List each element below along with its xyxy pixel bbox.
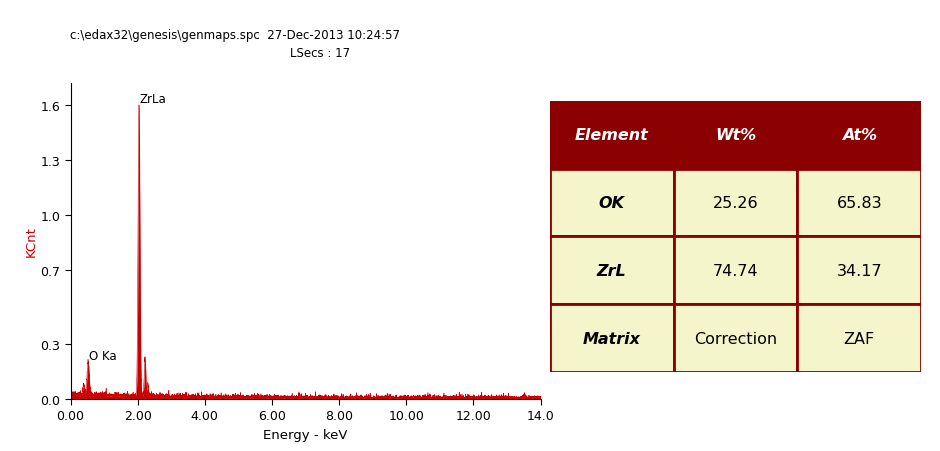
Text: 65.83: 65.83	[837, 195, 882, 211]
Bar	[674, 101, 797, 169]
Bar	[674, 237, 797, 304]
Bar	[550, 237, 674, 304]
X-axis label: Energy - keV: Energy - keV	[263, 428, 348, 441]
Bar	[797, 101, 921, 169]
Text: ZrLa: ZrLa	[140, 92, 166, 106]
Text: O Ka: O Ka	[89, 350, 117, 363]
Text: 25.26: 25.26	[713, 195, 759, 211]
Bar	[674, 304, 797, 372]
Text: ZrL: ZrL	[597, 263, 627, 278]
Bar	[550, 101, 674, 169]
Bar	[797, 304, 921, 372]
Text: 34.17: 34.17	[837, 263, 882, 278]
Bar	[674, 169, 797, 237]
Bar	[797, 237, 921, 304]
Text: OK: OK	[599, 195, 625, 211]
Bar	[797, 169, 921, 237]
Text: LSecs : 17: LSecs : 17	[290, 47, 350, 60]
Text: c:\edax32\genesis\genmaps.spc  27-Dec-2013 10:24:57: c:\edax32\genesis\genmaps.spc 27-Dec-201…	[70, 29, 400, 42]
Text: Matrix: Matrix	[583, 331, 641, 346]
Bar	[550, 304, 674, 372]
Text: 74.74: 74.74	[713, 263, 759, 278]
Text: ZAF: ZAF	[844, 331, 875, 346]
Y-axis label: KCnt: KCnt	[24, 226, 38, 257]
Text: Wt%: Wt%	[715, 128, 756, 143]
Bar	[550, 169, 674, 237]
Text: At%: At%	[841, 128, 877, 143]
Text: Element: Element	[575, 128, 649, 143]
Text: Correction: Correction	[694, 331, 777, 346]
